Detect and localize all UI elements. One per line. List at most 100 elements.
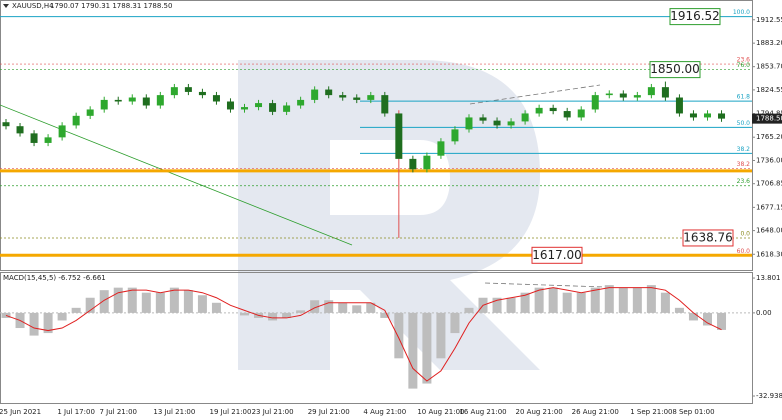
trend-line bbox=[469, 84, 601, 105]
candle-body bbox=[72, 115, 80, 126]
x-tick-label: 20 Aug 21:00 bbox=[516, 408, 563, 416]
y-tick-label: 1648.00 bbox=[756, 227, 782, 235]
candle-body bbox=[563, 111, 571, 118]
candle-body bbox=[226, 101, 234, 110]
last-price-label: 1788.50 bbox=[756, 115, 782, 123]
candle-body bbox=[283, 105, 291, 112]
macd-bar bbox=[618, 287, 628, 313]
macd-bar bbox=[99, 290, 109, 313]
candle-body bbox=[325, 89, 333, 96]
candle-body bbox=[507, 121, 515, 126]
fib-label: 61.8 bbox=[737, 94, 751, 101]
candle-body bbox=[549, 107, 557, 112]
price-box bbox=[669, 8, 721, 26]
price-box-label: 1916.52 bbox=[670, 9, 720, 23]
y-tick-label: 1883.20 bbox=[756, 39, 782, 47]
x-tick-label: 1 Sep 21:00 bbox=[630, 408, 672, 416]
watermark-logo bbox=[238, 60, 540, 370]
macd-bar bbox=[1, 312, 11, 318]
candle-body bbox=[718, 113, 726, 119]
candle-body bbox=[423, 155, 431, 170]
x-tick-label: 13 Jul 21:00 bbox=[153, 408, 195, 416]
macd-bar bbox=[464, 307, 474, 313]
x-tick-label: 8 Sep 01:00 bbox=[672, 408, 714, 416]
candle-body bbox=[58, 125, 66, 138]
candle-body bbox=[100, 99, 108, 110]
macd-bar bbox=[632, 287, 642, 313]
macd-bar bbox=[268, 312, 278, 321]
candle-body bbox=[198, 91, 206, 96]
macd-bar bbox=[296, 310, 306, 313]
y-tick-label: 1706.85 bbox=[756, 180, 782, 188]
candle-body bbox=[605, 93, 613, 96]
x-tick-label: 25 Jun 2021 bbox=[0, 408, 41, 416]
candle-body bbox=[367, 95, 375, 100]
last-price-box bbox=[752, 113, 782, 124]
candle-body bbox=[339, 95, 347, 98]
macd-bar bbox=[366, 302, 376, 313]
y-tick-label: 0.00 bbox=[756, 309, 772, 317]
macd-bar bbox=[380, 312, 390, 318]
macd-bar bbox=[688, 312, 698, 321]
fib-label: 23.6 bbox=[737, 57, 751, 64]
dropdown-icon bbox=[3, 4, 9, 8]
y-tick-label: 1765.20 bbox=[756, 133, 782, 141]
macd-bar bbox=[127, 287, 137, 313]
price-box bbox=[649, 61, 701, 79]
x-tick-label: 26 Aug 21:00 bbox=[572, 408, 619, 416]
candle-body bbox=[269, 103, 277, 112]
candle-body bbox=[437, 141, 445, 156]
x-tick-label: 7 Jul 21:00 bbox=[99, 408, 137, 416]
macd-bar bbox=[324, 300, 334, 313]
y-tick-label: 1912.55 bbox=[756, 16, 782, 24]
macd-bar bbox=[590, 287, 600, 313]
candle-body bbox=[535, 107, 543, 114]
macd-bar bbox=[576, 292, 586, 313]
y-tick-label: 1853.70 bbox=[756, 63, 782, 71]
x-tick-label: 4 Aug 21:00 bbox=[363, 408, 406, 416]
x-tick-label: 1 Jul 17:00 bbox=[57, 408, 95, 416]
macd-bar bbox=[43, 312, 53, 334]
macd-bar bbox=[155, 292, 165, 313]
candle-body bbox=[703, 113, 711, 118]
fib-label: 0.0 bbox=[740, 230, 750, 237]
candle-body bbox=[30, 133, 38, 143]
fib-label: 50.0 bbox=[737, 120, 751, 127]
macd-panel-frame bbox=[0, 272, 753, 404]
candle-body bbox=[395, 113, 403, 159]
candle-body bbox=[675, 97, 683, 114]
fib-label: 60.0 bbox=[737, 248, 751, 255]
y-tick-label: 1794.85 bbox=[756, 110, 782, 118]
macd-bar bbox=[436, 312, 446, 359]
candle-body bbox=[633, 95, 641, 98]
candle-body bbox=[451, 129, 459, 142]
y-tick-label: 1677.15 bbox=[756, 203, 782, 211]
x-tick-label: 10 Aug 21:00 bbox=[417, 408, 464, 416]
macd-bar bbox=[506, 297, 516, 313]
candle-body bbox=[577, 109, 585, 118]
trend-line bbox=[484, 282, 606, 288]
macd-bar bbox=[57, 312, 67, 321]
price-box bbox=[531, 246, 583, 264]
candle-body bbox=[521, 113, 529, 122]
macd-bar bbox=[338, 302, 348, 313]
candle-body bbox=[142, 97, 150, 106]
signal-line bbox=[5, 287, 722, 382]
x-tick-label: 16 Aug 21:00 bbox=[459, 408, 506, 416]
macd-bar bbox=[422, 312, 432, 384]
macd-bar bbox=[197, 295, 207, 313]
y-tick-label: 1618.30 bbox=[756, 250, 782, 258]
y-tick-label: 1824.55 bbox=[756, 86, 782, 94]
macd-bar bbox=[282, 312, 292, 318]
candle-body bbox=[156, 95, 164, 106]
macd-bar bbox=[240, 312, 250, 316]
fib-label: 23.6 bbox=[737, 178, 751, 185]
candle-body bbox=[170, 87, 178, 96]
price-box-label: 1638.76 bbox=[683, 230, 733, 244]
chart-title: XAUUSD,H4 bbox=[12, 2, 54, 10]
y-tick-label: -32.938 bbox=[756, 392, 782, 400]
macd-bar bbox=[394, 312, 404, 359]
macd-bar bbox=[85, 297, 95, 313]
candle-body bbox=[212, 95, 220, 102]
